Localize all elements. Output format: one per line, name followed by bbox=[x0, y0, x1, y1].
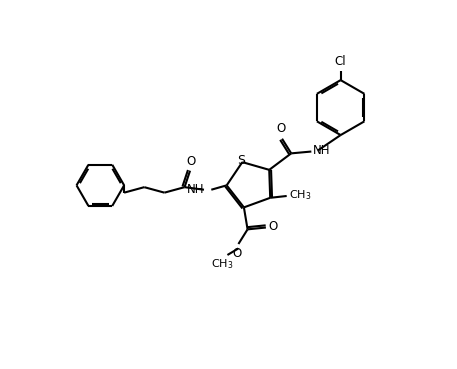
Text: O: O bbox=[233, 247, 242, 260]
Text: NH: NH bbox=[313, 144, 330, 157]
Text: O: O bbox=[186, 155, 196, 168]
Text: CH$_3$: CH$_3$ bbox=[211, 257, 233, 270]
Text: O: O bbox=[276, 122, 286, 135]
Text: CH$_3$: CH$_3$ bbox=[289, 188, 312, 202]
Text: Cl: Cl bbox=[335, 55, 346, 68]
Text: O: O bbox=[269, 220, 278, 233]
Text: S: S bbox=[237, 154, 245, 167]
Text: NH: NH bbox=[186, 183, 204, 196]
